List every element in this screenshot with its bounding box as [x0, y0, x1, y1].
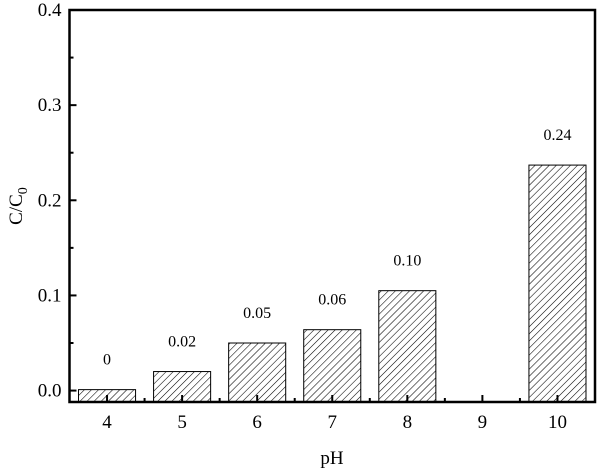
data-label-pH-10: 0.24	[543, 127, 571, 144]
bar-pH-8	[378, 290, 437, 403]
x-tick-label-6: 6	[252, 412, 262, 433]
y-tick-label: 0.0	[38, 381, 62, 402]
bar-pH-6	[228, 342, 287, 403]
data-label-pH-8: 0.10	[393, 253, 421, 270]
bars-group	[78, 164, 587, 403]
y-axis-label: C/C0	[6, 187, 31, 225]
bar-pH-7	[303, 329, 362, 403]
data-label-pH-6: 0.05	[243, 305, 271, 322]
data-label-pH-4: 0	[103, 352, 111, 369]
x-tick-label-8: 8	[403, 412, 413, 433]
y-tick-label: 0.3	[38, 95, 62, 116]
x-axis-label: pH	[320, 448, 344, 469]
x-tick-label-5: 5	[177, 412, 187, 433]
data-label-pH-5: 0.02	[168, 334, 196, 351]
x-axis: 4 5 6 7 8 9 10	[102, 395, 567, 433]
x-tick-label-4: 4	[102, 412, 112, 433]
y-tick-label: 0.4	[38, 0, 62, 21]
data-label-pH-7: 0.06	[318, 292, 346, 309]
bar-pH-10	[528, 164, 587, 403]
x-tick-label-10: 10	[548, 412, 567, 433]
x-tick-label-7: 7	[328, 412, 338, 433]
y-tick-label: 0.1	[38, 285, 62, 306]
x-tick-label-9: 9	[478, 412, 488, 433]
data-labels-group: 0 0.02 0.05 0.06 0.10 0.24	[103, 127, 571, 369]
y-tick-label: 0.2	[38, 190, 62, 211]
y-axis: 0.0 0.1 0.2 0.3 0.4	[38, 0, 77, 402]
